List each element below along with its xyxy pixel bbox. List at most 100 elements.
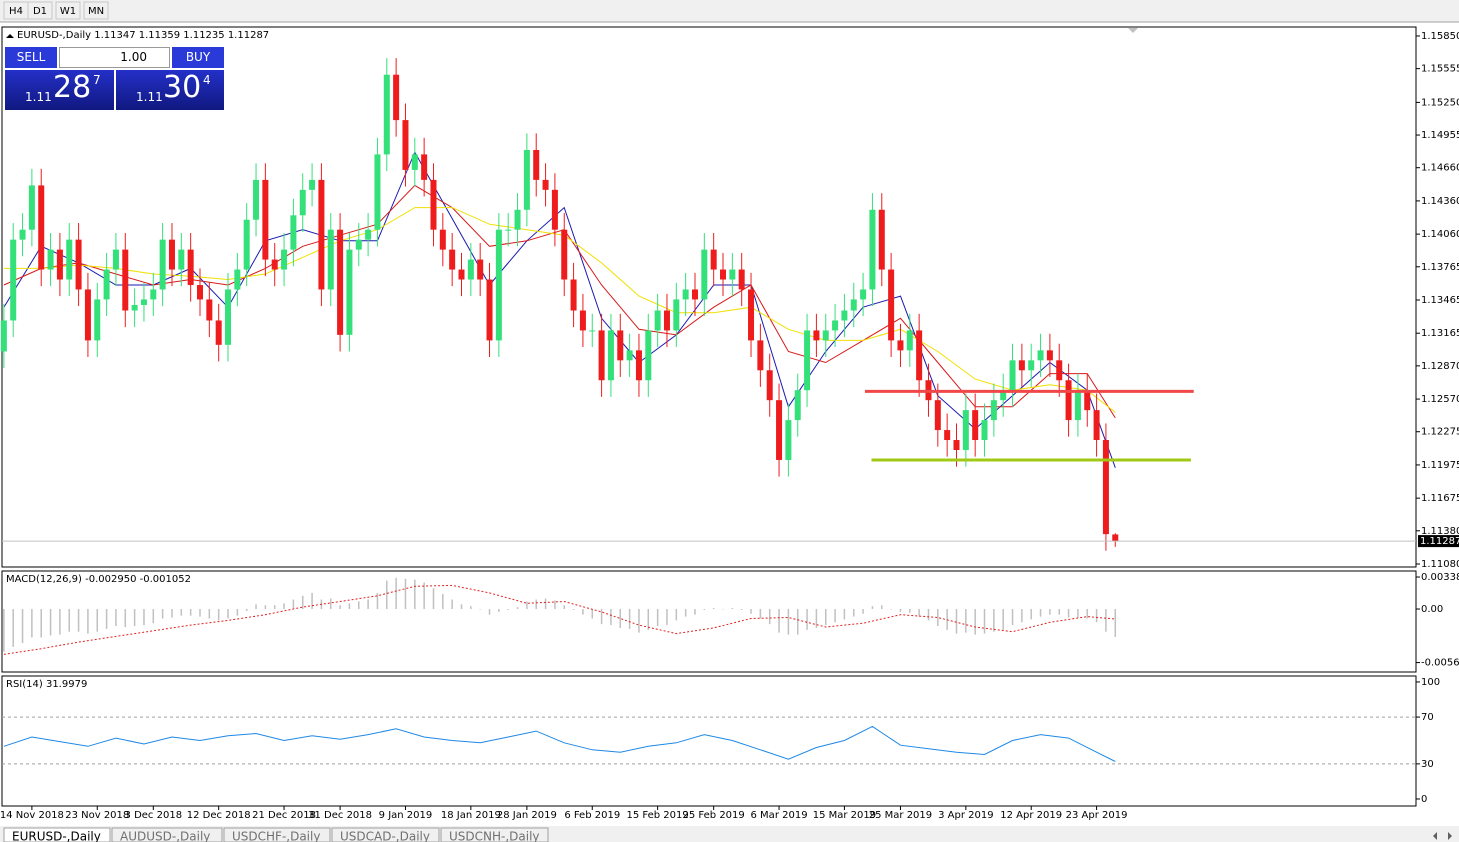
candle-body bbox=[299, 189, 306, 216]
macd-bar bbox=[806, 609, 808, 630]
candle-body bbox=[663, 310, 670, 331]
candle-body bbox=[869, 209, 876, 290]
y-tick-label: 0.003383 bbox=[1421, 572, 1459, 583]
symbol-tab-label: EURUSD-,Daily bbox=[12, 830, 101, 842]
macd-bar bbox=[750, 609, 752, 614]
macd-bar bbox=[311, 592, 313, 610]
macd-bar bbox=[647, 609, 650, 630]
candle-body bbox=[19, 229, 26, 240]
candle-body bbox=[0, 320, 7, 352]
macd-bar bbox=[843, 609, 846, 620]
symbol-tab[interactable] bbox=[3, 827, 111, 842]
y-tick-label: 100 bbox=[1421, 677, 1440, 688]
candle-body bbox=[309, 179, 316, 190]
macd-bar bbox=[554, 600, 556, 610]
candle-body bbox=[607, 330, 614, 381]
candle-body bbox=[439, 229, 446, 250]
candle-body bbox=[1074, 390, 1081, 421]
x-tick-label: 28 Jan 2019 bbox=[497, 810, 557, 821]
macd-bar bbox=[105, 609, 108, 629]
macd-bar bbox=[544, 598, 547, 610]
x-tick-label: 12 Dec 2018 bbox=[187, 810, 251, 821]
candle-body bbox=[579, 310, 586, 331]
last-price-box bbox=[1418, 535, 1459, 548]
candle-body bbox=[1000, 390, 1007, 401]
macd-bar bbox=[348, 603, 351, 610]
candle-body bbox=[84, 289, 91, 341]
macd-bar bbox=[3, 609, 5, 652]
candle-body bbox=[1093, 410, 1100, 441]
macd-bar bbox=[778, 609, 780, 633]
timeframe-button[interactable] bbox=[27, 1, 53, 20]
symbol-tab[interactable] bbox=[440, 827, 549, 842]
macd-bar bbox=[722, 609, 724, 610]
candle-body bbox=[290, 215, 297, 250]
y-tick-label: 1.14060 bbox=[1421, 229, 1459, 240]
candle-body bbox=[981, 420, 988, 441]
macd-bar bbox=[143, 609, 145, 626]
candle-body bbox=[355, 239, 362, 250]
candle-body bbox=[402, 120, 409, 170]
buy-button[interactable]: BUY bbox=[172, 47, 224, 68]
macd-bar bbox=[77, 609, 80, 632]
candle-body bbox=[1009, 360, 1016, 391]
candle-body bbox=[533, 149, 540, 180]
indicator-title: MACD(12,26,9) -0.002950 -0.001052 bbox=[6, 574, 191, 585]
macd-panel bbox=[1, 570, 1417, 673]
macd-bar bbox=[1002, 609, 1004, 630]
macd-bar bbox=[563, 605, 565, 610]
candle-body bbox=[1046, 350, 1053, 361]
macd-bar bbox=[264, 605, 267, 610]
y-tick-label: 1.15850 bbox=[1421, 31, 1459, 42]
y-tick-label: 70 bbox=[1421, 712, 1434, 723]
candle-body bbox=[495, 229, 502, 341]
x-tick-label: 21 Dec 2018 bbox=[252, 810, 316, 821]
candle-body bbox=[701, 249, 708, 300]
symbol-tab[interactable] bbox=[331, 827, 440, 842]
x-tick-label: 6 Feb 2019 bbox=[564, 810, 620, 821]
symbol-tab[interactable] bbox=[223, 827, 331, 842]
candle-body bbox=[710, 249, 717, 270]
y-tick-label: 1.11080 bbox=[1421, 559, 1459, 570]
macd-bar bbox=[712, 608, 715, 610]
y-tick-label: 1.11975 bbox=[1421, 460, 1459, 471]
timeframe-button[interactable] bbox=[83, 1, 109, 20]
candle-body bbox=[804, 330, 811, 391]
timeframe-button[interactable] bbox=[55, 1, 81, 20]
sell-price-big: 1.11 bbox=[25, 90, 52, 104]
candle-body bbox=[47, 249, 54, 270]
symbol-tab[interactable] bbox=[111, 827, 223, 842]
candle-body bbox=[570, 279, 577, 311]
macd-bar bbox=[367, 599, 369, 610]
macd-bar bbox=[1011, 609, 1014, 626]
macd-bar bbox=[1021, 609, 1023, 623]
candle-body bbox=[66, 239, 73, 280]
sell-price[interactable]: 1.11 28 7 bbox=[5, 70, 114, 110]
sell-price-digits: 28 bbox=[53, 70, 92, 105]
buy-price[interactable]: 1.11 30 4 bbox=[116, 70, 224, 110]
candle-body bbox=[934, 400, 941, 431]
macd-bar bbox=[96, 609, 99, 632]
macd-bar bbox=[189, 609, 192, 616]
candle-body bbox=[841, 310, 848, 321]
x-tick-label: 25 Mar 2019 bbox=[869, 810, 932, 821]
candle-body bbox=[878, 209, 885, 270]
macd-bar bbox=[442, 593, 444, 610]
x-tick-label: 23 Nov 2018 bbox=[65, 810, 129, 821]
macd-bar bbox=[628, 609, 631, 629]
candle-body bbox=[514, 209, 521, 230]
x-tick-label: 3 Dec 2018 bbox=[125, 810, 183, 821]
macd-bar bbox=[1049, 609, 1051, 615]
y-tick-label: 1.13765 bbox=[1421, 262, 1459, 273]
candle-body bbox=[953, 440, 960, 450]
lot-input[interactable]: 1.00 bbox=[59, 47, 170, 68]
candle-body bbox=[720, 269, 727, 280]
candle-body bbox=[626, 350, 633, 361]
macd-bar bbox=[582, 609, 584, 615]
candle-body bbox=[327, 229, 334, 290]
candle-body bbox=[467, 259, 474, 280]
one-click-panel: SELL 1.00 BUY 1.11 28 7 1.11 30 4 bbox=[5, 47, 224, 110]
sell-button[interactable]: SELL bbox=[5, 47, 57, 68]
candle-body bbox=[318, 179, 325, 290]
